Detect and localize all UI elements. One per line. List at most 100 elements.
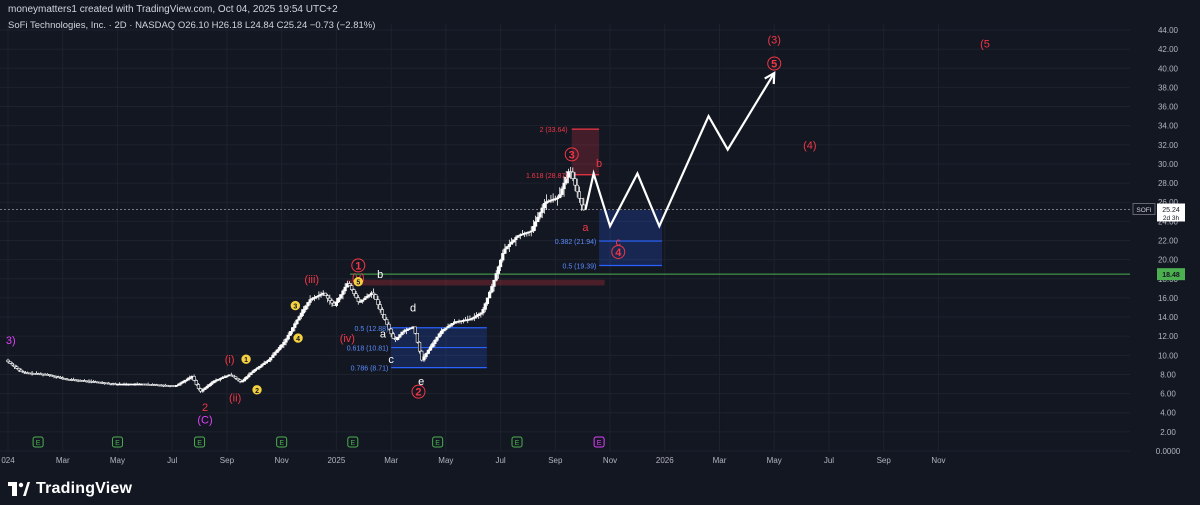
wave-labels: (3)5(5(4)3bac41(v)(iii)(iv)(i)(ii)2(C)3)… — [6, 35, 990, 427]
candle — [201, 389, 205, 392]
price-tick-label: 12.00 — [1158, 332, 1179, 341]
candle — [496, 266, 500, 274]
candle — [560, 188, 564, 195]
candle — [242, 378, 247, 382]
wave-label: c — [616, 236, 622, 248]
wave-label-circle — [351, 258, 366, 273]
wave-label-circle — [252, 385, 262, 395]
candle — [185, 378, 190, 381]
candle — [363, 297, 367, 301]
candle — [326, 295, 330, 299]
wave-label: 3 — [293, 304, 297, 311]
time-tick-label: May — [438, 456, 453, 465]
candle — [544, 201, 549, 204]
candle — [380, 309, 384, 315]
candle — [203, 387, 207, 390]
projection-paths — [584, 71, 776, 230]
price-tick-label: 14.00 — [1158, 313, 1179, 322]
candle — [516, 235, 520, 238]
candle — [188, 377, 192, 380]
candle — [564, 177, 568, 184]
last-price-tag — [1157, 203, 1185, 222]
candle — [490, 286, 494, 293]
price-tick-label: 38.00 — [1158, 83, 1179, 92]
candle — [315, 296, 319, 298]
candle — [444, 327, 448, 330]
fib-labels: 2 (33.64) 1.618 (28.87) 0.382 (21.94) 0.5 (… — [347, 127, 597, 373]
price-tick-label: 22.00 — [1158, 237, 1179, 246]
fib-label: 0.5 (19.39) — [563, 263, 597, 270]
candles — [6, 166, 586, 394]
candle — [536, 216, 540, 223]
candle — [17, 368, 21, 371]
price-tick-label: 44.00 — [1158, 26, 1179, 35]
fib-label: 1.618 (28.87) — [526, 173, 568, 180]
candle — [336, 297, 341, 303]
price-tick-label: 26.00 — [1158, 198, 1179, 207]
price-tick-label: 34.00 — [1158, 122, 1179, 131]
candle — [255, 367, 260, 370]
earnings-marker-label: E — [115, 440, 120, 447]
fib-label: 0.382 (21.94) — [555, 239, 597, 246]
candle — [247, 374, 251, 378]
candle — [304, 305, 308, 310]
candle — [382, 314, 387, 320]
candle — [529, 230, 533, 233]
candle — [365, 296, 369, 299]
price-tick-label: 24.00 — [1158, 217, 1179, 226]
candle — [216, 379, 220, 381]
symbol-info[interactable]: SoFi Technologies, Inc. · 2D · NASDAQ O2… — [8, 20, 376, 31]
earnings-marker — [511, 436, 523, 448]
projection-arrowhead — [764, 71, 776, 85]
candle — [6, 359, 10, 363]
candle — [538, 212, 542, 218]
fib-zones — [0, 128, 1130, 369]
wave-label: 4 — [615, 247, 622, 259]
candle — [431, 343, 435, 348]
candle — [253, 368, 257, 372]
earnings-marker — [432, 436, 444, 448]
candle — [555, 197, 560, 200]
price-axis[interactable]: 0.0000 2.00 4.00 6.00 8.00 10.00 12.00 14.00 16.… — [1130, 24, 1200, 456]
wave-label: e — [418, 376, 424, 388]
candle — [579, 198, 584, 206]
last-price-value: 25.24 — [1162, 207, 1180, 214]
projection-path — [584, 72, 776, 230]
time-tick-label: Sep — [877, 456, 892, 465]
time-tick-label: 024 — [1, 456, 15, 465]
candle — [269, 357, 273, 361]
candle — [472, 316, 476, 319]
fib-label: 0.786 (8.71) — [351, 366, 389, 373]
candle — [214, 379, 218, 382]
wave-label-circle — [767, 56, 782, 71]
candle — [210, 382, 214, 385]
time-axis[interactable]: 024 Mar May Jul Sep Nov 2025 Mar May Jul Sep Nov 202… — [1, 456, 945, 465]
price-tick-label: 32.00 — [1158, 141, 1179, 150]
candle — [492, 279, 496, 287]
wave-label: 2 — [415, 387, 421, 399]
candle — [376, 299, 380, 305]
candle — [558, 194, 562, 199]
candle — [334, 301, 338, 306]
candle — [341, 290, 345, 295]
wave-label: 5 — [356, 280, 360, 287]
candle — [271, 354, 275, 358]
tradingview-logo[interactable]: TradingView — [8, 480, 132, 498]
candle — [494, 273, 498, 281]
wave-label: 4 — [296, 336, 300, 343]
candle — [372, 292, 376, 295]
candle — [291, 327, 295, 332]
green-level-value: 18.48 — [1162, 272, 1180, 279]
earnings-marker — [194, 436, 206, 448]
candle — [174, 384, 179, 387]
candle — [177, 383, 181, 386]
candle — [212, 380, 216, 384]
candle — [328, 297, 332, 301]
candle — [534, 221, 538, 227]
candle — [181, 381, 185, 384]
candle — [310, 298, 314, 300]
earnings-marker-label: E — [279, 440, 284, 447]
candle — [238, 379, 242, 382]
candle — [437, 333, 441, 338]
